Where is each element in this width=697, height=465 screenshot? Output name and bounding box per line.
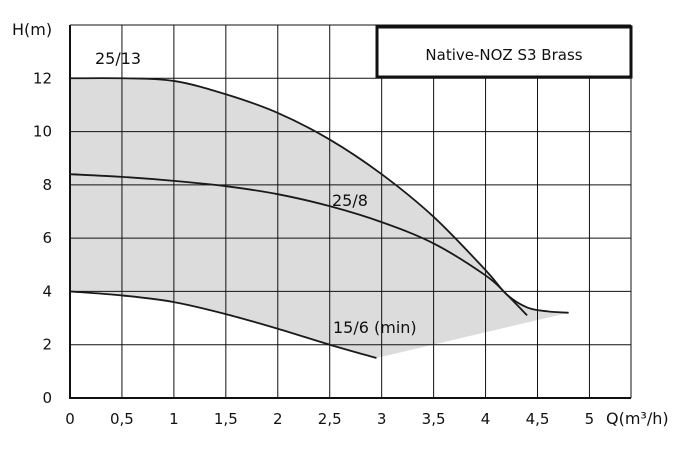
x-tick-label: 4 — [481, 410, 491, 428]
y-tick-label: 10 — [33, 123, 52, 141]
x-tick-label: 1,5 — [214, 410, 238, 428]
y-axis-title: H(m) — [12, 20, 52, 39]
y-tick-label: 8 — [42, 176, 52, 194]
curves — [69, 77, 569, 359]
y-tick-label: 6 — [42, 229, 52, 247]
x-tick-label: 3,5 — [422, 410, 446, 428]
x-tick-label: 2 — [273, 410, 283, 428]
curve-25-13 — [69, 77, 569, 314]
curve-label-15-6: 15/6 (min) — [333, 318, 417, 337]
y-tick-label: 4 — [42, 282, 52, 300]
grid — [69, 24, 632, 399]
x-tick-label: 1 — [169, 410, 179, 428]
x-tick-label: 3 — [377, 410, 387, 428]
x-tick-label: 2,5 — [318, 410, 342, 428]
curve-25-8 — [69, 173, 528, 317]
y-tick-label: 12 — [33, 69, 52, 87]
x-tick-label: 0 — [65, 410, 75, 428]
x-tick-label: 0,5 — [110, 410, 134, 428]
curve-label-25-13: 25/13 — [95, 49, 141, 68]
x-tick-label: 5 — [585, 410, 595, 428]
y-tick-labels: 0 2 4 6 8 10 12 — [33, 69, 52, 407]
title-box — [375, 25, 633, 79]
x-axis-title: Q(m³/h) — [606, 409, 669, 428]
y-tick-label: 2 — [42, 336, 52, 354]
x-tick-labels: 0 0,5 1 1,5 2 2,5 3 3,5 4 4,5 5 — [65, 410, 594, 428]
x-tick-label: 4,5 — [526, 410, 550, 428]
y-tick-label: 0 — [42, 389, 52, 407]
chart-title: Native-NOZ S3 Brass — [425, 46, 582, 64]
operating-area-fill — [70, 78, 569, 359]
operating-area — [70, 78, 569, 359]
curve-label-25-8: 25/8 — [332, 191, 368, 210]
curve-15-6-min- — [69, 290, 377, 359]
